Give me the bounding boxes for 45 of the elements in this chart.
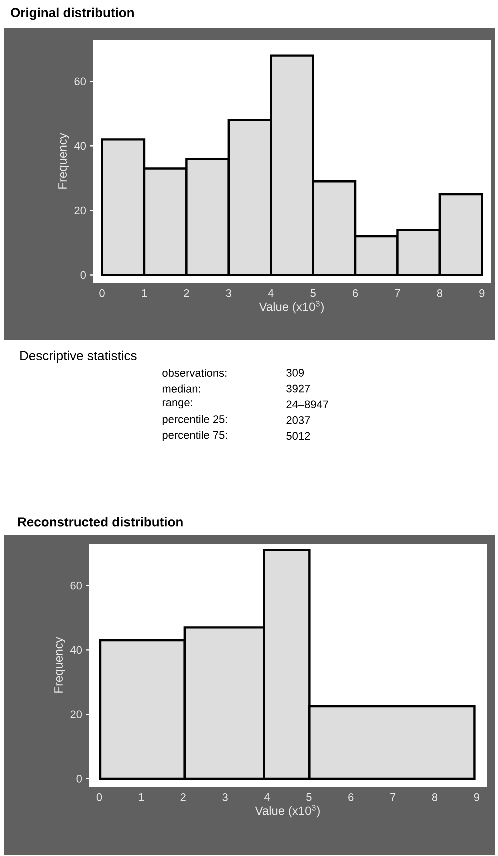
x-tick-label: 3 <box>222 794 228 802</box>
y-tick-label: 40 <box>74 142 86 150</box>
x-tick-label: 5 <box>306 794 312 802</box>
x-tick-label: 8 <box>432 794 438 802</box>
x-tick-label: 3 <box>226 290 232 298</box>
text: range: <box>162 400 192 409</box>
text: 309 <box>286 369 304 377</box>
text: percentile 25: <box>162 415 228 426</box>
y-axis-title: Frequency <box>54 637 66 693</box>
y-axis-title: Frequency <box>58 133 70 189</box>
x-tick-label: 4 <box>268 290 274 298</box>
y-tick-label: 60 <box>70 582 82 590</box>
x-tick-label: 1 <box>142 290 148 298</box>
x-axis-title: Value (x10$^{3}$) <box>259 301 324 314</box>
x-tick-label: 7 <box>395 290 400 298</box>
text: 2037 <box>286 416 310 424</box>
x-tick-label: 0 <box>100 290 105 298</box>
x-tick-label: 8 <box>437 290 443 298</box>
y-tick-label: 20 <box>70 710 82 718</box>
x-tick-label: 4 <box>264 794 270 802</box>
y-tick-label: 40 <box>70 646 82 654</box>
x-tick-label: 6 <box>353 290 358 298</box>
text: percentile 75: <box>162 431 228 442</box>
chart-title: Original distribution <box>11 8 134 20</box>
text: observations: <box>162 368 227 378</box>
y-tick-label: 20 <box>74 206 86 215</box>
text: 3927 <box>286 384 310 393</box>
chart-title: Reconstructed distribution <box>18 517 183 527</box>
text: median: <box>162 384 200 393</box>
y-tick-label: 0 <box>76 775 82 783</box>
x-axis-title: Value (x10$^{3}$) <box>255 805 320 818</box>
x-tick-label: 6 <box>348 794 354 802</box>
x-tick-label: 7 <box>390 794 396 802</box>
x-tick-label: 9 <box>474 794 480 802</box>
x-tick-label: 2 <box>184 290 190 298</box>
x-tick-label: 1 <box>139 794 144 802</box>
x-tick-label: 5 <box>310 290 316 298</box>
text: 24–8947 <box>286 400 328 408</box>
x-tick-label: 0 <box>96 794 102 802</box>
y-tick-label: 0 <box>80 271 86 280</box>
y-tick-label: 60 <box>74 78 86 86</box>
text: Descriptive statistics <box>20 350 137 364</box>
x-tick-label: 2 <box>180 794 186 802</box>
text: 5012 <box>286 432 310 440</box>
x-tick-label: 9 <box>480 290 485 298</box>
